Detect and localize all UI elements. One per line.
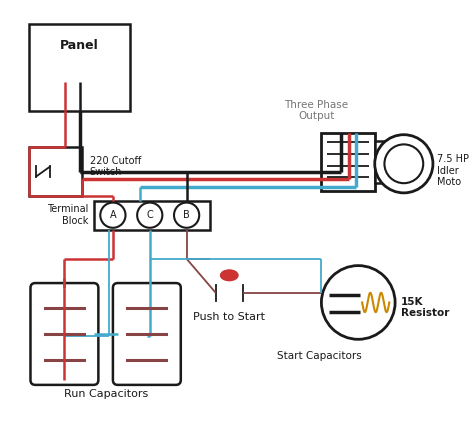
Ellipse shape — [220, 270, 238, 281]
FancyBboxPatch shape — [30, 283, 99, 385]
Text: Terminal
Block: Terminal Block — [47, 204, 89, 226]
Text: 15K
Resistor: 15K Resistor — [401, 297, 449, 318]
Text: C: C — [146, 210, 153, 220]
Bar — [28, 147, 82, 196]
Text: 220 Cutoff
Switch: 220 Cutoff Switch — [90, 156, 141, 178]
FancyBboxPatch shape — [113, 283, 181, 385]
Bar — [93, 201, 210, 230]
Circle shape — [174, 202, 199, 228]
Text: Start Capacitors: Start Capacitors — [277, 351, 362, 361]
Circle shape — [100, 202, 126, 228]
Circle shape — [384, 145, 423, 183]
Bar — [28, 24, 130, 111]
Text: Panel: Panel — [60, 39, 99, 52]
Text: Run Capacitors: Run Capacitors — [64, 389, 148, 399]
Circle shape — [137, 202, 163, 228]
Text: B: B — [183, 210, 190, 220]
Circle shape — [321, 266, 395, 339]
Circle shape — [375, 135, 433, 193]
Text: Three Phase
Output: Three Phase Output — [284, 99, 348, 121]
Bar — [321, 133, 375, 191]
Bar — [375, 141, 394, 183]
Text: A: A — [109, 210, 116, 220]
Text: 7.5 HP
Idler
Moto: 7.5 HP Idler Moto — [437, 154, 469, 187]
Text: Push to Start: Push to Start — [193, 312, 265, 322]
